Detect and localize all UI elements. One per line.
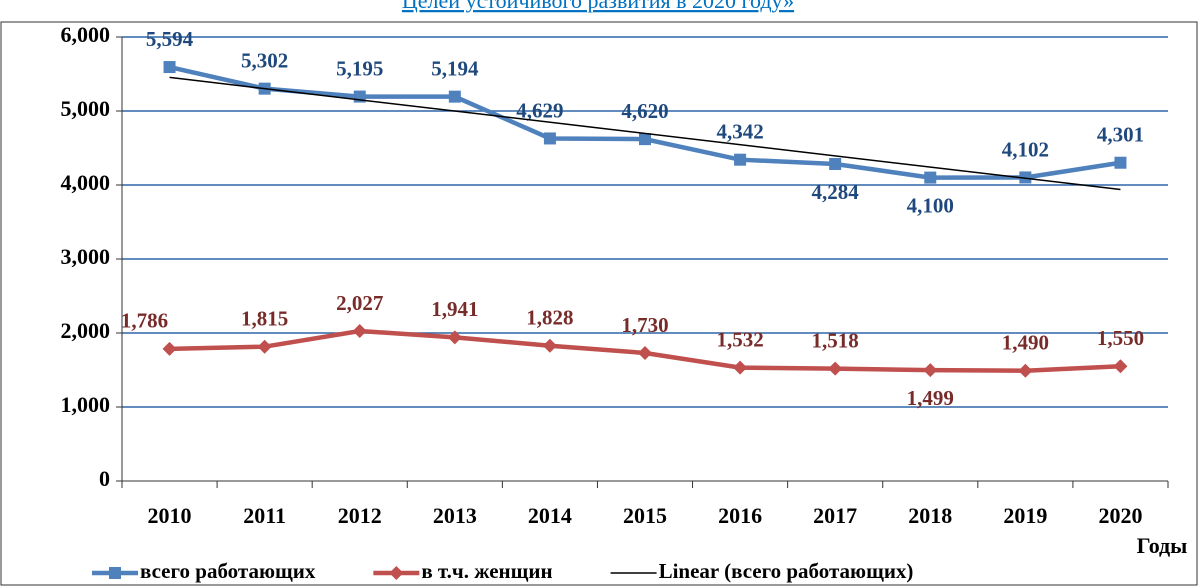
legend-marker [109,567,121,579]
chart-subtitle: Целей устойчивого развития в 2020 году» [402,0,794,13]
data-label: 1,941 [431,297,478,321]
data-label: 2,027 [336,291,383,315]
trend-line [169,76,1121,191]
x-tick-label: 2015 [623,503,667,528]
marker [257,339,272,354]
marker [638,345,652,360]
data-label: 1,499 [907,386,954,410]
data-label: 4,629 [516,98,563,122]
marker [1019,171,1032,184]
data-label: 1,815 [241,307,288,331]
marker [639,133,651,146]
y-tick-label: 6,000 [61,22,111,47]
marker [1113,359,1128,374]
x-tick-label: 2012 [338,503,382,528]
data-label: 4,620 [621,99,668,123]
y-tick-label: 1,000 [61,392,111,417]
data-label: 5,594 [146,27,194,51]
marker [448,90,461,103]
y-tick-label: 0 [99,466,110,491]
marker [1114,156,1127,169]
y-tick-label: 3,000 [61,244,111,269]
marker [829,157,842,170]
x-tick-label: 2016 [718,503,762,528]
data-label: 5,195 [336,56,383,80]
y-tick-label: 2,000 [61,318,111,343]
x-tick-label: 2010 [148,503,192,528]
data-label: 1,518 [812,328,859,352]
data-label: 1,490 [1002,331,1049,355]
marker [828,361,843,376]
x-tick-label: 2019 [1003,503,1047,528]
x-tick-label: 2014 [528,503,572,528]
legend-label: всего работающих [140,559,316,583]
y-tick-label: 4,000 [61,170,111,195]
data-label: 4,102 [1002,137,1049,161]
marker [1018,363,1033,378]
marker [923,363,938,378]
data-label: 5,194 [431,56,479,80]
data-label: 4,100 [907,193,954,217]
data-label: 1,550 [1097,326,1144,350]
x-tick-label: 2018 [908,503,952,528]
x-axis-label: Годы [1137,533,1188,558]
x-tick-label: 2013 [433,503,477,528]
marker [352,324,367,339]
marker [162,341,177,356]
marker [543,132,556,145]
marker [447,330,462,345]
legend-label: Linear (всего работающих) [659,559,914,583]
x-tick-label: 2020 [1098,503,1142,528]
marker [734,153,747,166]
data-label: 1,532 [716,327,763,351]
legend-label: в т.ч. женщин [421,559,552,583]
x-tick-label: 2017 [813,503,857,528]
data-label: 5,302 [241,48,288,72]
data-label: 4,301 [1097,123,1144,147]
y-tick-label: 5,000 [61,96,111,121]
data-label: 1,828 [526,306,573,330]
chart-frame [0,21,1198,586]
data-label: 1,786 [121,309,168,333]
data-label: 1,730 [621,313,668,337]
marker [924,171,937,184]
x-tick-label: 2011 [243,503,286,528]
marker [733,360,748,375]
data-label: 4,284 [812,180,860,204]
marker [542,338,557,353]
data-label: 4,342 [716,120,763,144]
marker [163,61,176,74]
legend-marker [389,566,404,580]
